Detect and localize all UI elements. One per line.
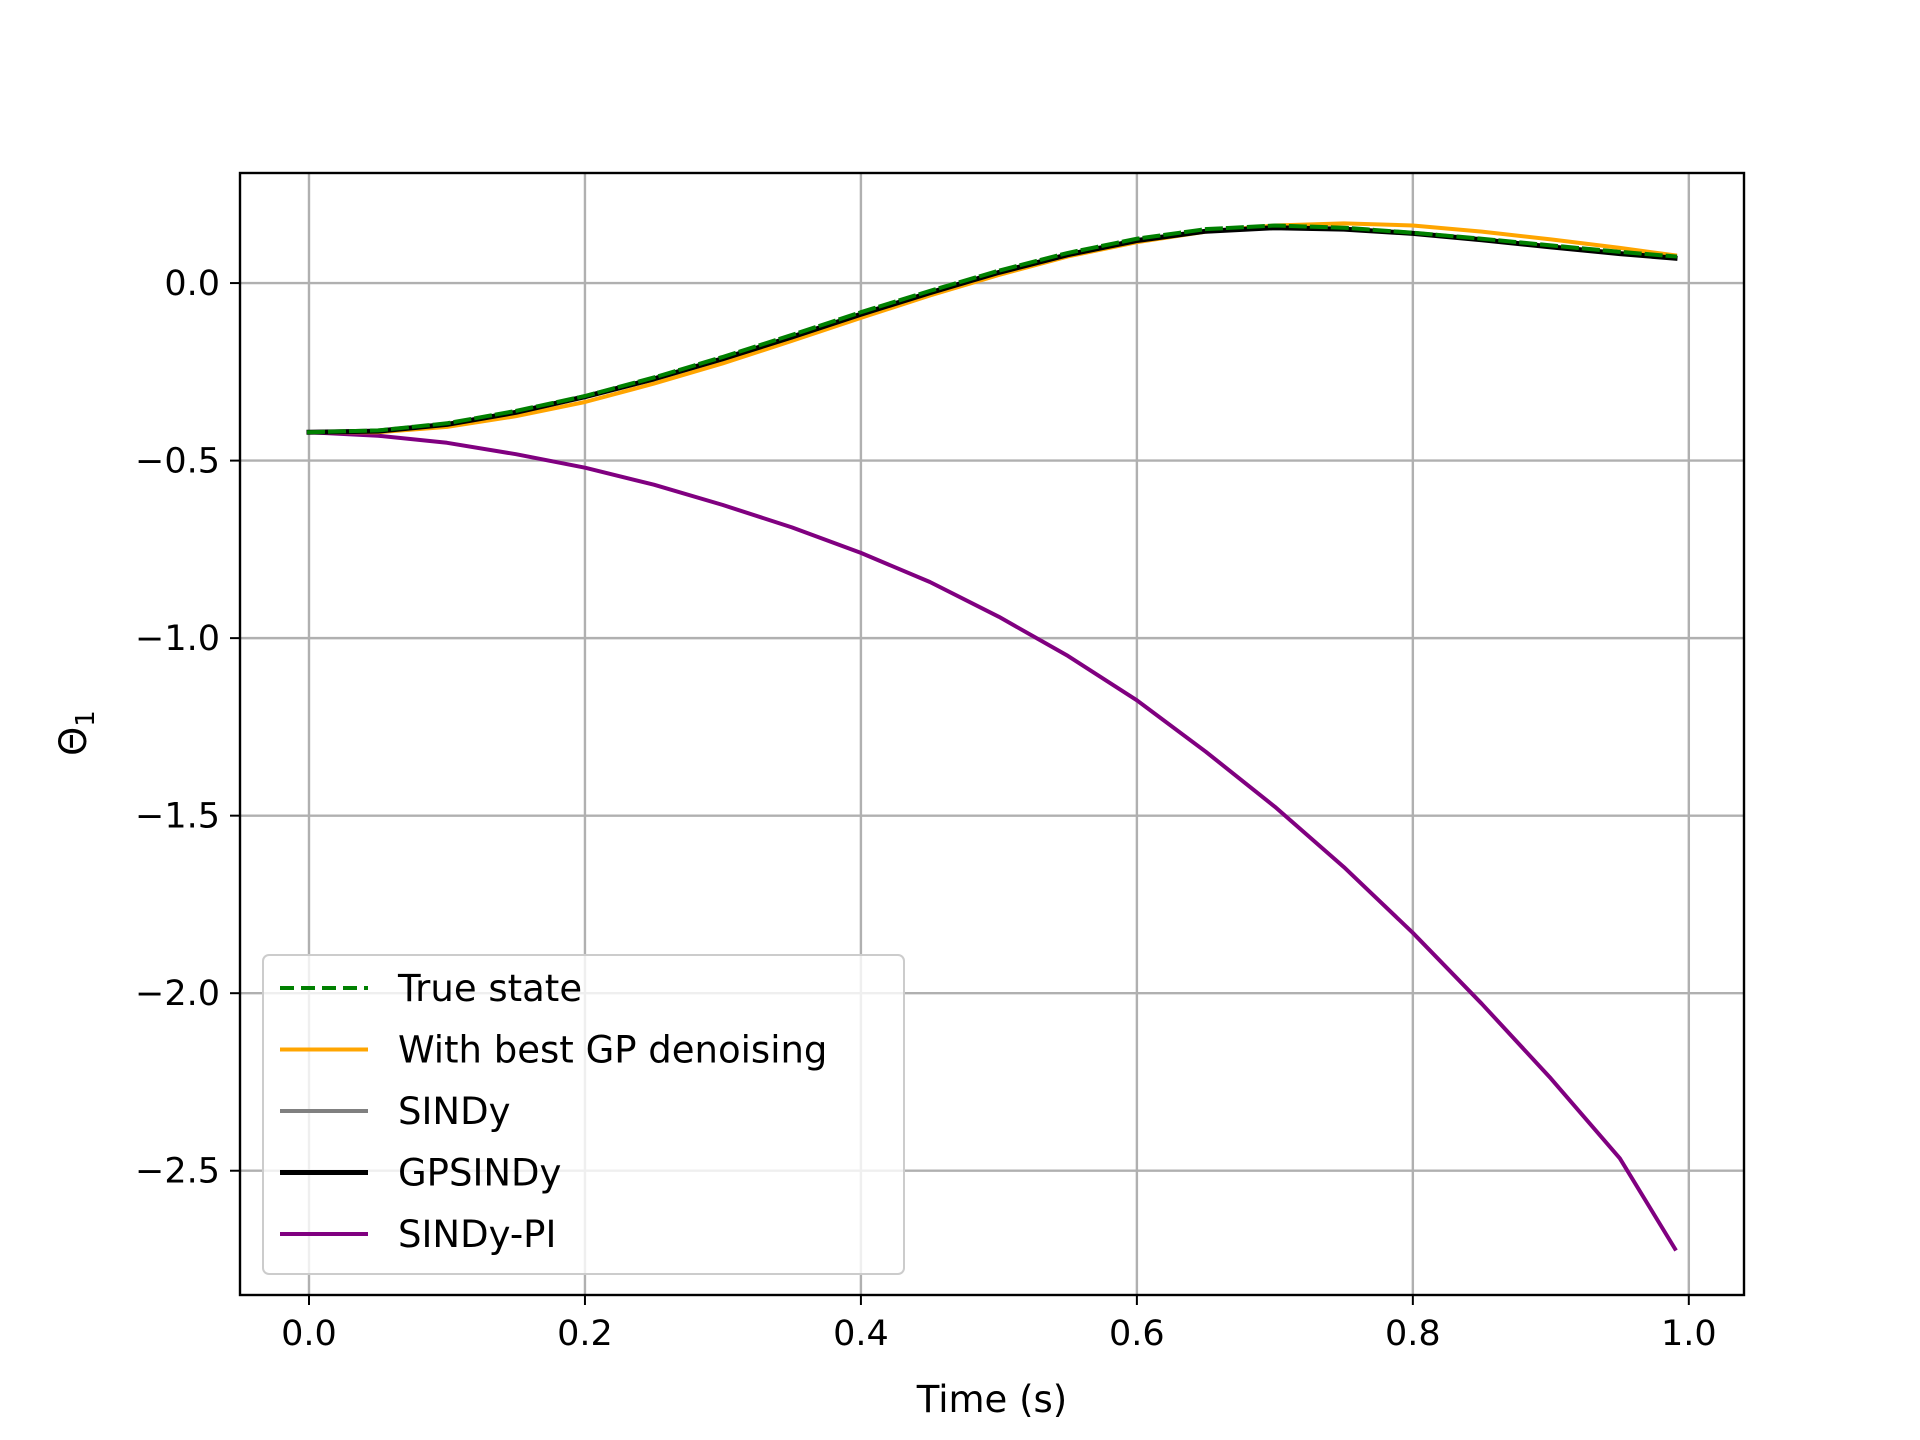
series-line-true-state (306, 223, 1678, 435)
legend-label: SINDy (398, 1090, 510, 1133)
y-tick-label: 0.0 (164, 264, 220, 304)
legend-box (262, 954, 905, 1275)
grid (240, 173, 1744, 1295)
legend-label: SINDy-PI (398, 1213, 556, 1256)
legend-label: With best GP denoising (398, 1029, 827, 1072)
x-tick-label: 0.0 (281, 1314, 337, 1354)
series-line-sindy-pi (306, 430, 1678, 1252)
y-tick-label: −0.5 (135, 442, 220, 482)
legend-items: True state With best GP denoising SINDy GPS… (280, 967, 827, 1256)
legend: True state With best GP denoising SINDy GPS… (262, 954, 905, 1275)
legend-label: True state (397, 967, 582, 1010)
y-tick-label: −1.0 (135, 619, 220, 659)
y-axis-label: Θ1 (52, 710, 101, 756)
y-axis-label-subscript: 1 (71, 710, 101, 727)
legend-label: GPSINDy (398, 1152, 561, 1195)
y-tick-label: −1.5 (135, 797, 220, 837)
x-tick-label: 0.8 (1385, 1314, 1441, 1354)
x-tick-label: 0.6 (1109, 1314, 1165, 1354)
x-tick-label: 0.2 (557, 1314, 613, 1354)
x-tick-label: 1.0 (1661, 1314, 1717, 1354)
plot-frame (238, 171, 1746, 1297)
ticks: 0.0 0.2 0.4 0.6 0.8 1.0 0.0 −0.5 −1.0 −1.5 −2.0 −2.… (135, 264, 1717, 1354)
x-axis-label: Time (s) (916, 1378, 1067, 1421)
y-tick-label: −2.5 (135, 1152, 220, 1192)
y-axis-label-main: Θ (52, 727, 95, 756)
y-tick-label: −2.0 (135, 974, 220, 1014)
x-tick-label: 0.4 (833, 1314, 889, 1354)
series-layer (306, 221, 1678, 1252)
